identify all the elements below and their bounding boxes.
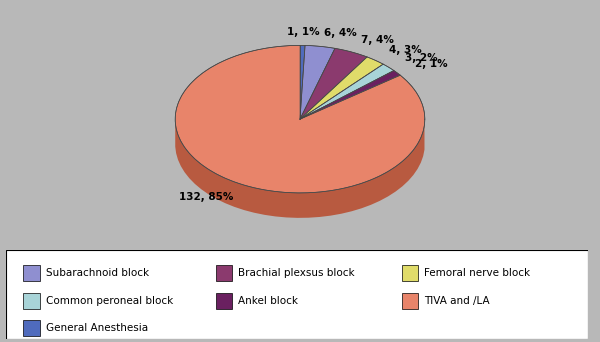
Text: 2, 1%: 2, 1%	[415, 60, 447, 69]
Bar	[215, 293, 232, 309]
Text: Femoral nerve block: Femoral nerve block	[424, 268, 530, 278]
FancyBboxPatch shape	[6, 250, 588, 339]
Text: 1, 1%: 1, 1%	[287, 27, 319, 37]
Polygon shape	[175, 45, 425, 193]
Bar	[402, 265, 418, 281]
Text: Common peroneal block: Common peroneal block	[46, 296, 173, 306]
Bar	[402, 293, 418, 309]
Polygon shape	[175, 122, 424, 218]
Bar	[23, 265, 40, 281]
Polygon shape	[300, 64, 394, 119]
Bar	[23, 320, 40, 336]
Text: 7, 4%: 7, 4%	[361, 35, 394, 45]
Polygon shape	[300, 45, 335, 119]
Text: Brachial plexsus block: Brachial plexsus block	[238, 268, 354, 278]
Text: TIVA and /LA: TIVA and /LA	[424, 296, 490, 306]
Bar	[23, 293, 40, 309]
Polygon shape	[300, 45, 305, 119]
Polygon shape	[300, 48, 367, 119]
Text: Ankel block: Ankel block	[238, 296, 298, 306]
Text: 3, 2%: 3, 2%	[404, 53, 437, 63]
Polygon shape	[300, 57, 383, 119]
Text: 132, 85%: 132, 85%	[179, 192, 234, 202]
Text: 6, 4%: 6, 4%	[324, 28, 356, 38]
Text: Subarachnoid block: Subarachnoid block	[46, 268, 149, 278]
Text: General Anesthesia: General Anesthesia	[46, 323, 148, 333]
Bar	[215, 265, 232, 281]
Polygon shape	[300, 70, 400, 119]
Text: 4, 3%: 4, 3%	[389, 45, 422, 55]
